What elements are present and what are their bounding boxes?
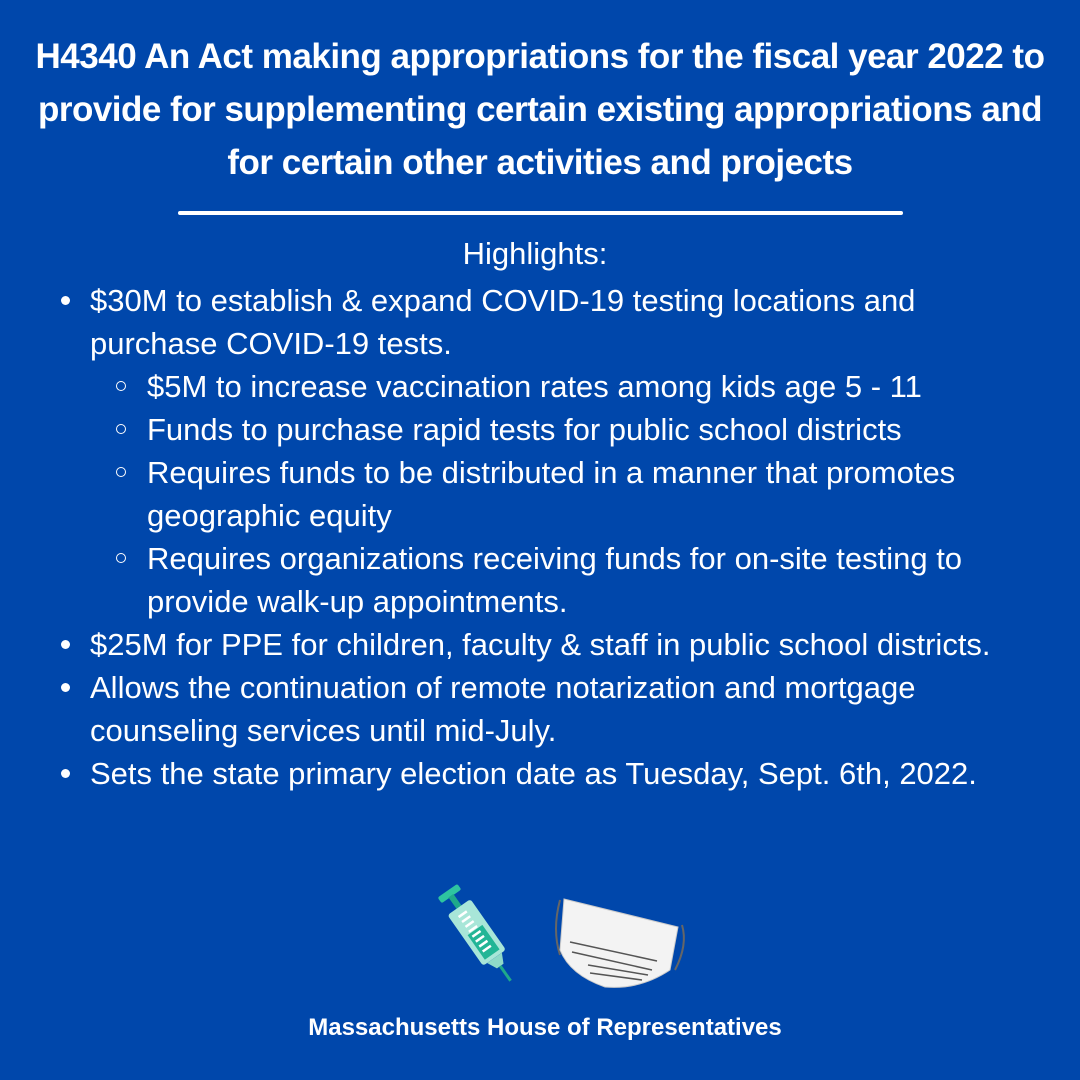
- list-item-text: $25M for PPE for children, faculty & sta…: [90, 627, 991, 662]
- illustrations: [438, 884, 685, 988]
- sub-list: $5M to increase vaccination rates among …: [90, 365, 1050, 623]
- page-title: H4340 An Act making appropriations for t…: [35, 37, 1045, 182]
- circle-bullet-icon: [116, 381, 126, 391]
- list-item-text: Sets the state primary election date as …: [90, 756, 977, 791]
- highlights-list: $30M to establish & expand COVID-19 test…: [61, 279, 1050, 795]
- divider: [178, 211, 903, 215]
- circle-bullet-icon: [116, 467, 126, 477]
- bullet-icon: [61, 769, 70, 778]
- circle-bullet-icon: [116, 424, 126, 434]
- list-item-text: Allows the continuation of remote notari…: [90, 670, 916, 748]
- list-item: Allows the continuation of remote notari…: [61, 666, 1050, 752]
- list-item-text: $30M to establish & expand COVID-19 test…: [90, 283, 916, 361]
- bullet-icon: [61, 640, 70, 649]
- circle-bullet-icon: [116, 553, 126, 563]
- highlights-heading: Highlights:: [462, 236, 608, 271]
- sub-item-text: Funds to purchase rapid tests for public…: [147, 412, 902, 447]
- footer-organization: Massachusetts House of Representatives: [308, 1014, 782, 1041]
- sub-item-text: Requires funds to be distributed in a ma…: [147, 455, 956, 533]
- sub-list-item: Requires organizations receiving funds f…: [116, 537, 1050, 623]
- list-item: $30M to establish & expand COVID-19 test…: [61, 279, 1050, 623]
- sub-list-item: Requires funds to be distributed in a ma…: [116, 451, 1050, 537]
- list-item: $25M for PPE for children, faculty & sta…: [61, 623, 1050, 666]
- list-item: Sets the state primary election date as …: [61, 752, 1050, 795]
- sub-item-text: $5M to increase vaccination rates among …: [147, 369, 922, 404]
- sub-item-text: Requires organizations receiving funds f…: [147, 541, 963, 619]
- sub-list-item: Funds to purchase rapid tests for public…: [116, 408, 1050, 451]
- bullet-icon: [61, 296, 70, 305]
- sub-list-item: $5M to increase vaccination rates among …: [116, 365, 1050, 408]
- bullet-icon: [61, 683, 70, 692]
- syringe-icon: [438, 884, 512, 982]
- face-mask-icon: [555, 898, 685, 988]
